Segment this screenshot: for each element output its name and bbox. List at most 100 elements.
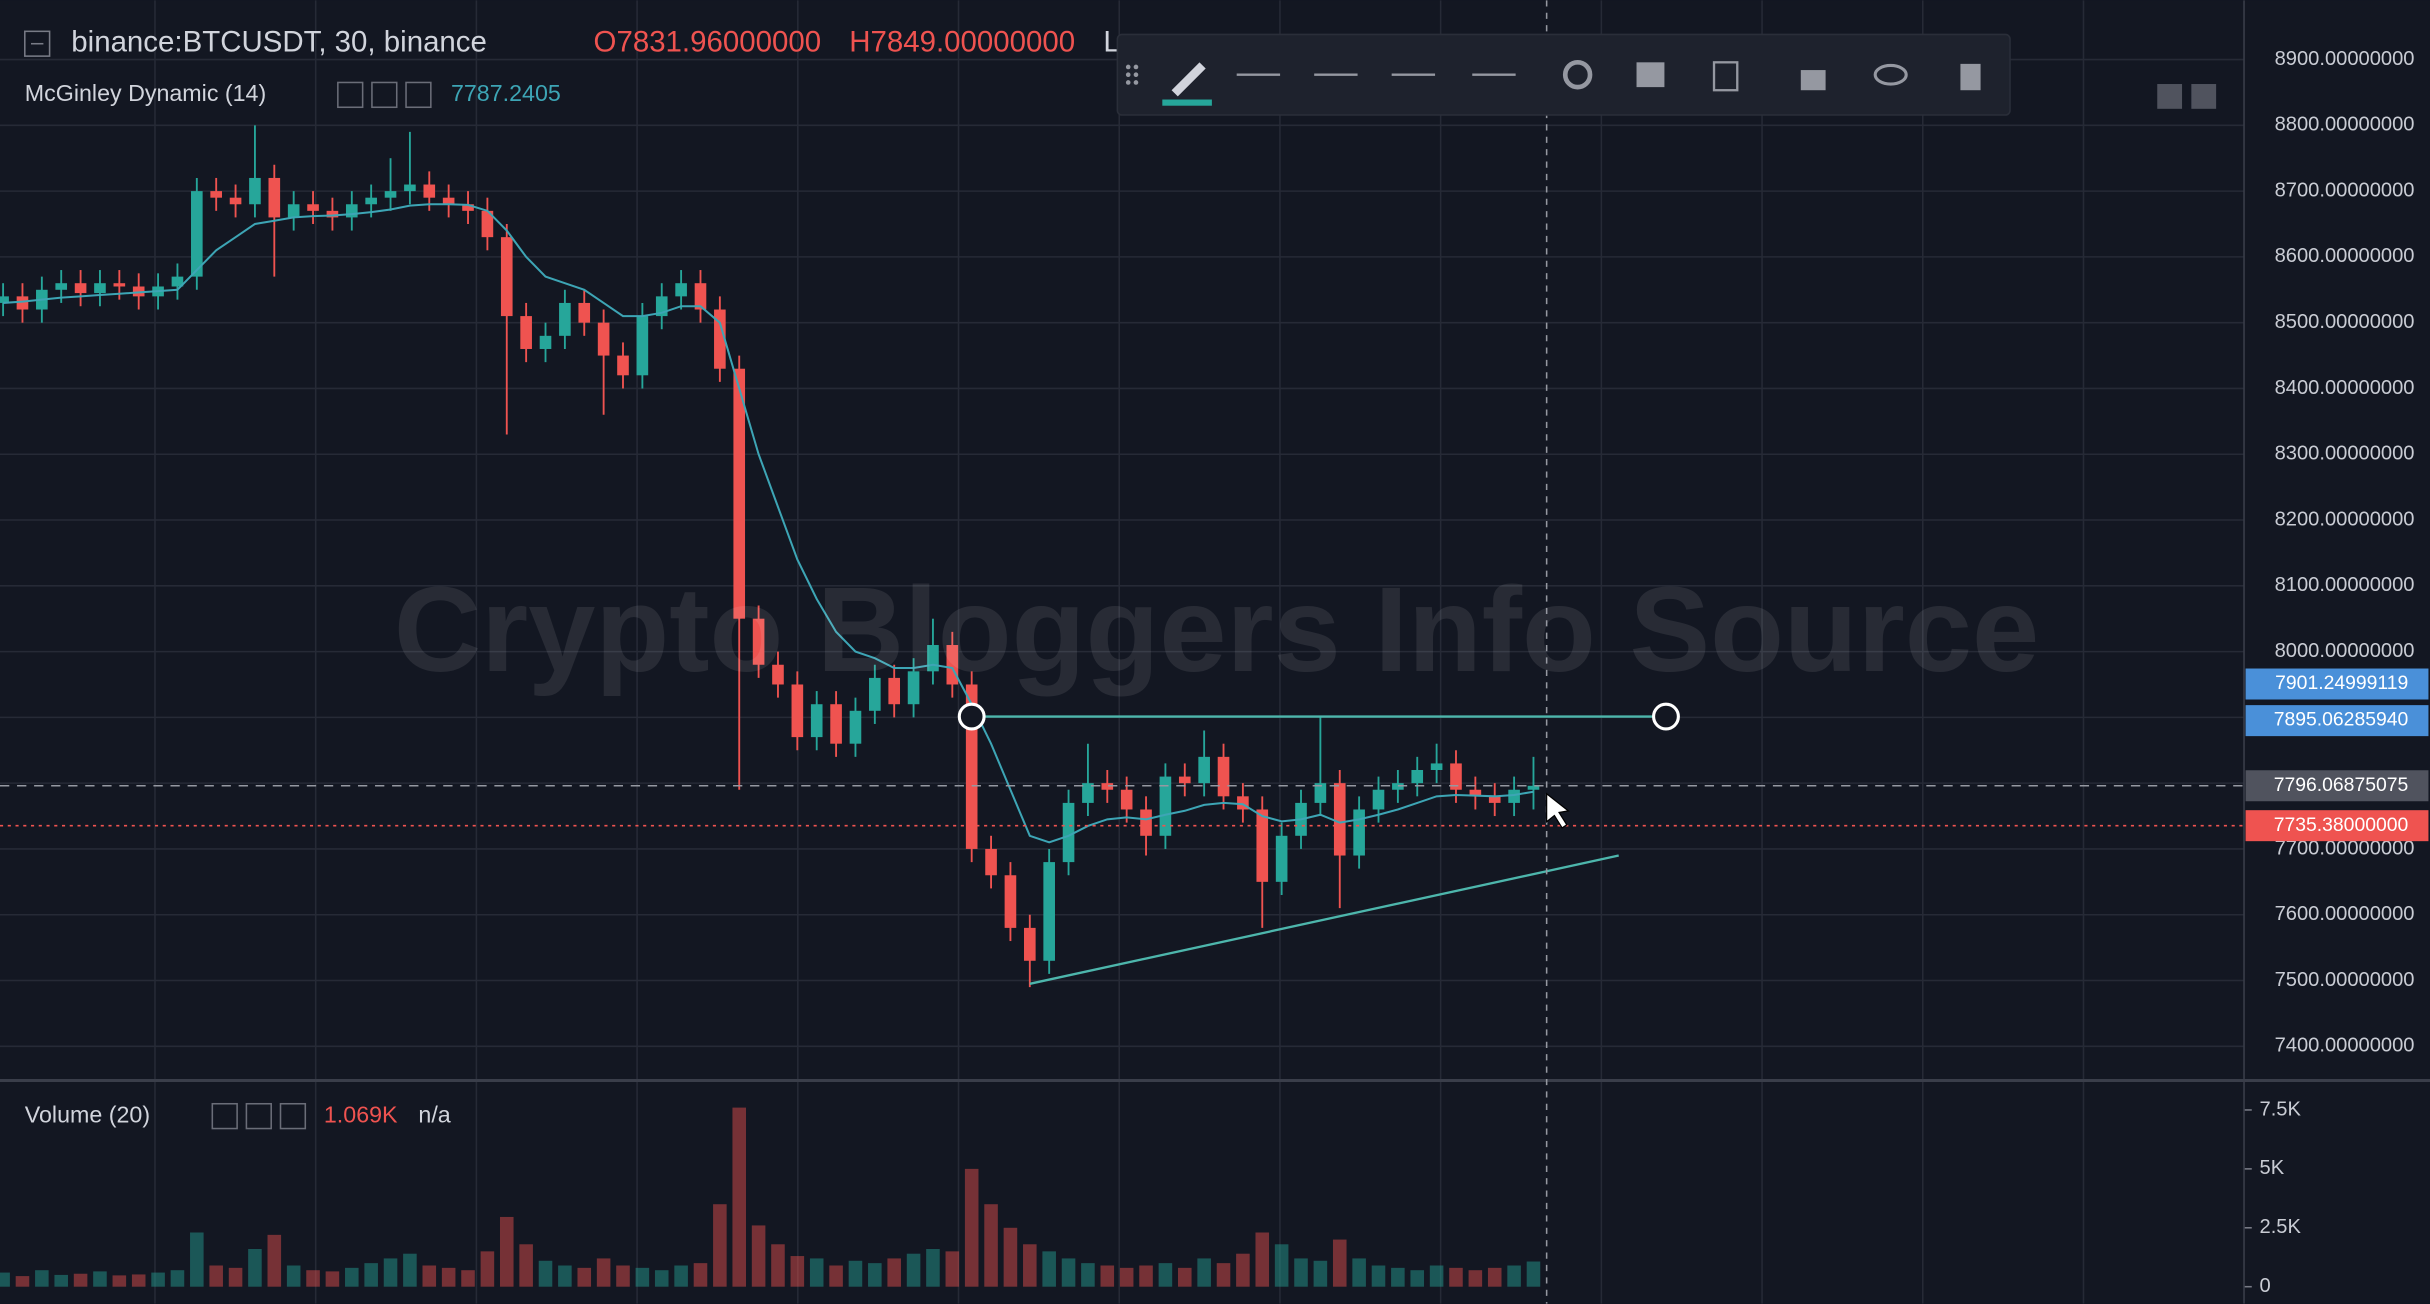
y-tick-label: 8000.00000000 [2275,640,2415,662]
visibility-button[interactable] [1636,62,1665,88]
delete-button[interactable] [1960,63,1981,91]
symbol-title[interactable]: binance:BTCUSDT, 30, binance [71,26,487,59]
candle-body [1082,783,1094,803]
y-tick-label: 7400.00000000 [2275,1035,2415,1057]
hide-button[interactable] [337,81,364,109]
indicator-name[interactable]: McGinley Dynamic (14) [25,80,266,106]
drag-handle[interactable] [1125,64,1139,85]
candle-body [1159,776,1172,836]
candle-body [597,322,610,356]
volume-bar [771,1244,785,1287]
color-button[interactable] [1171,62,1206,97]
candle-body [1411,770,1424,784]
volume-bar [1042,1251,1056,1287]
indicator-line [3,203,1534,844]
candle-body [326,210,339,218]
lock-button[interactable] [1800,70,1826,91]
volume-bar [1003,1227,1018,1287]
candle-body [94,283,106,294]
candle-body [1430,763,1443,771]
volume-name[interactable]: Volume (20) [25,1101,150,1127]
candle-body [1508,789,1520,803]
candle-body [74,283,87,294]
volume-bar [674,1265,688,1287]
volume-bar [403,1253,417,1287]
settings-button[interactable] [371,81,398,109]
candle-body [307,204,319,211]
volume-bar [422,1265,437,1287]
hide-button[interactable] [211,1102,238,1130]
candle-body [442,197,455,205]
mouse-cursor [1546,792,1570,829]
candle-body [1178,776,1191,784]
pane-collapse[interactable] [2157,84,2183,109]
candle-body [888,677,901,705]
drawing-toolbar [1116,33,2011,116]
line-handle [1652,702,1680,731]
candle-body [113,283,126,287]
volume-bar [461,1270,475,1287]
remove-button[interactable] [279,1102,307,1130]
hide-button[interactable] [1873,63,1908,86]
volume-bar [1061,1258,1076,1287]
candle-body [791,684,804,738]
volume-bar [790,1256,805,1287]
volume-bar [131,1274,146,1287]
candle-body [772,664,784,685]
price-label: 7895.06285940 [2274,709,2409,731]
price-label-box [2245,668,2429,700]
volume-bar [170,1270,185,1287]
collapse-button[interactable] [24,30,51,57]
remove-button[interactable] [405,81,432,109]
volume-bar [499,1216,514,1287]
candle-body [462,204,474,211]
candle-body [636,316,649,376]
candle-body [404,184,416,192]
volume-bar [1294,1258,1308,1287]
candle-body [733,368,746,619]
settings-button[interactable] [245,1102,272,1130]
y-tick-label: 5K [2260,1157,2285,1179]
candle-body [1333,783,1346,856]
pane-buttons [2157,84,2217,109]
candle-body [500,237,513,317]
candle-body [191,191,203,277]
volume-bar [693,1263,708,1287]
volume-ma: n/a [418,1101,450,1127]
candle-body [559,302,571,336]
volume-bar [1177,1267,1192,1287]
volume-bar [0,1272,10,1287]
volume-bar [345,1267,359,1287]
candle-body [1237,796,1249,810]
y-tick-label: 7600.00000000 [2275,903,2415,925]
volume-bar [558,1265,572,1287]
plot [0,58,2252,1288]
volume-bar [73,1273,88,1287]
y-tick-label: 8600.00000000 [2275,245,2415,267]
candle-body [16,296,29,310]
open-value: O7831.96000000 [594,26,822,59]
volume-bar [1216,1263,1231,1287]
drawn-trend-line [1029,854,1619,985]
volume-bar [1197,1258,1211,1287]
volume-bar [248,1248,262,1287]
volume-bar [267,1234,282,1287]
y-tick-label: 2.5K [2260,1216,2302,1238]
candle-body [830,704,842,744]
volume-bar [751,1225,766,1287]
candle-body [1043,862,1055,961]
pane-maximize[interactable] [2191,84,2217,109]
settings-button[interactable] [1562,59,1593,90]
candle-body [578,302,591,323]
candle-body [249,177,261,205]
price-label-box [2245,705,2429,737]
candle-body [655,296,668,317]
clone-button[interactable] [1712,61,1739,92]
y-tick-label: 8700.00000000 [2275,179,2415,201]
y-tick-label: 7700.00000000 [2275,837,2415,859]
candle-body [481,210,494,238]
volume-bar [964,1168,979,1287]
volume-bar [209,1265,223,1287]
volume-bar [1023,1244,1037,1287]
